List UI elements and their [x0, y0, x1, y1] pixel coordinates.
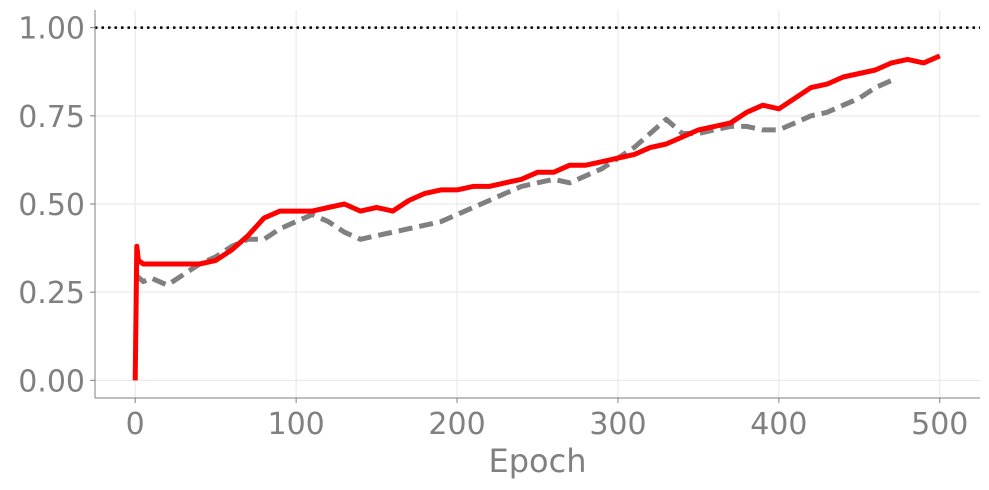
y-axis-ticks: 0.00 0.25 0.50 0.75 1.00: [18, 12, 95, 399]
x-tick-label-3: 300: [589, 407, 646, 442]
grid: [95, 10, 980, 398]
series-line-1: [133, 78, 893, 288]
y-tick-label-0: 0.00: [18, 364, 85, 399]
x-tick-label-5: 500: [911, 407, 968, 442]
y-tick-label-4: 1.00: [18, 12, 85, 47]
x-tick-label-0: 0: [126, 407, 145, 442]
series-line-0: [132, 53, 941, 381]
series-layer: [132, 53, 941, 381]
y-tick-label-3: 0.75: [18, 100, 85, 135]
x-tick-label-2: 200: [428, 407, 485, 442]
y-tick-label-2: 0.50: [18, 188, 85, 223]
x-tick-label-4: 400: [750, 407, 807, 442]
y-tick-label-1: 0.25: [18, 276, 85, 311]
x-axis-ticks: 0 100 200 300 400 500: [126, 398, 968, 442]
x-axis-label: Epoch: [489, 442, 587, 480]
x-tick-label-1: 100: [268, 407, 325, 442]
